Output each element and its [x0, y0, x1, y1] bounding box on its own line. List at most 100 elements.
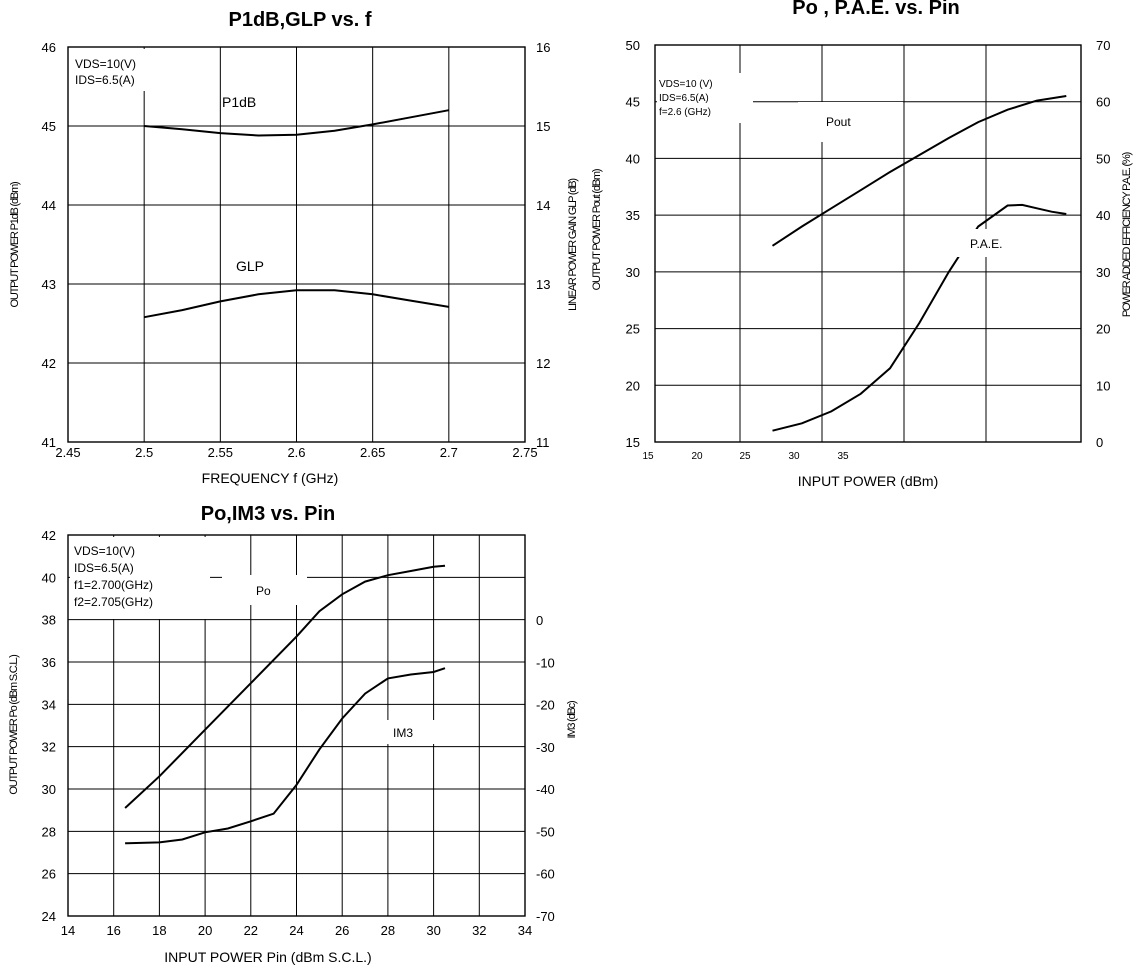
x-tick-label: 30	[426, 923, 440, 938]
y-axis-ticks: 41 42 43 44 45 46	[42, 40, 56, 450]
y-right-tick-label: 13	[536, 277, 550, 292]
y-right-tick-label: 10	[1096, 378, 1110, 393]
y-right-tick-label: 60	[1096, 95, 1110, 110]
note-f2: f2=2.705(GHz)	[74, 595, 153, 609]
y-right-tick-label: 12	[536, 356, 550, 371]
y-right-tick-label: 0	[536, 613, 543, 628]
series-label-p1db: P1dB	[222, 94, 256, 110]
y-tick-label: 30	[626, 265, 640, 280]
chart-p1db-glp: P1dB,GLP vs. f 2.45 2.5 2.55 2.6 2.65 2.7 2.75…	[9, 9, 579, 486]
x-tick-label: 32	[472, 923, 486, 938]
series-label-pout: Pout	[826, 115, 851, 129]
y-right-tick-label: -50	[536, 824, 555, 839]
note-freq: f=2.6 (GHz)	[659, 107, 711, 118]
x-axis-ticks: 15 20 25 30 35	[642, 451, 849, 462]
y-axis-label: OUTPUT POWER Pout (dBm)	[591, 169, 603, 290]
y-right-tick-label: -10	[536, 655, 555, 670]
y-axis-label: OUTPUT POWER P1dB (dBm)	[9, 182, 21, 308]
x-tick-label: 26	[335, 923, 349, 938]
y-tick-label: 28	[42, 824, 56, 839]
label-box	[798, 102, 903, 142]
y-right-tick-label: 14	[536, 198, 550, 213]
y-right-axis-ticks: -70 -60 -50 -40 -30 -20 -10 0	[536, 613, 555, 924]
chart-po-pae: Po , P.A.E. vs. Pin 15 20 25 30 35 15 20 25 30 3…	[591, 0, 1133, 489]
y-tick-label: 32	[42, 740, 56, 755]
y-right-axis-ticks: 0 10 20 30 40 50 60 70	[1096, 38, 1110, 450]
series-lines	[771, 95, 1067, 432]
y-axis-ticks: 24 26 28 30 32 34 36 38 40 42	[42, 528, 56, 924]
x-axis-ticks: 2.45 2.5 2.55 2.6 2.65 2.7 2.75	[55, 445, 537, 460]
y-tick-label: 20	[626, 378, 640, 393]
y-right-tick-label: 16	[536, 40, 550, 55]
x-tick-label: 28	[381, 923, 395, 938]
chart-title: Po,IM3 vs. Pin	[201, 503, 335, 525]
x-tick-label: 2.55	[208, 445, 233, 460]
chart-title: P1dB,GLP vs. f	[228, 9, 371, 31]
y-tick-label: 45	[626, 95, 640, 110]
y-right-tick-label: 70	[1096, 38, 1110, 53]
series-label-pae: P.A.E.	[970, 237, 1002, 251]
x-tick-label: 20	[198, 923, 212, 938]
x-tick-label: 16	[106, 923, 120, 938]
x-tick-label: 2.6	[287, 445, 305, 460]
y-tick-label: 30	[42, 782, 56, 797]
x-tick-label: 25	[739, 451, 751, 462]
notes-box	[657, 73, 753, 123]
note-vds: VDS=10 (V)	[659, 79, 713, 90]
y-right-tick-label: 0	[1096, 435, 1103, 450]
y-tick-label: 38	[42, 613, 56, 628]
y-tick-label: 43	[42, 277, 56, 292]
series-line-pout	[771, 95, 1067, 247]
x-tick-label: 24	[289, 923, 303, 938]
x-tick-label: 35	[837, 451, 849, 462]
y-tick-label: 15	[626, 435, 640, 450]
y-right-tick-label: 20	[1096, 322, 1110, 337]
x-axis-label: INPUT POWER (dBm)	[798, 473, 939, 489]
y-tick-label: 25	[626, 322, 640, 337]
y-right-axis-label: IM3 (dBc)	[566, 701, 578, 738]
plot-frame	[67, 534, 526, 917]
label-box	[365, 720, 435, 744]
y-axis-ticks: 15 20 25 30 35 40 45 50	[626, 38, 640, 450]
y-tick-label: 35	[626, 208, 640, 223]
series-lines	[124, 564, 446, 845]
y-tick-label: 41	[42, 435, 56, 450]
y-right-tick-label: -30	[536, 740, 555, 755]
y-right-tick-label: -40	[536, 782, 555, 797]
y-tick-label: 36	[42, 655, 56, 670]
y-right-axis-label: POWER ADDED EFFICIENCY P.A.E. (%)	[1121, 152, 1133, 317]
y-tick-label: 44	[42, 198, 56, 213]
label-box	[222, 575, 307, 605]
notes-box	[70, 537, 210, 619]
y-tick-label: 50	[626, 38, 640, 53]
grid	[68, 47, 525, 442]
x-tick-label: 2.75	[512, 445, 537, 460]
note-ids: IDS=6.5(A)	[75, 73, 135, 87]
chart-title: Po , P.A.E. vs. Pin	[792, 0, 959, 19]
plot-frame	[67, 46, 526, 443]
x-tick-label: 2.65	[360, 445, 385, 460]
note-vds: VDS=10(V)	[74, 544, 135, 558]
x-tick-label: 20	[691, 451, 703, 462]
x-tick-label: 22	[244, 923, 258, 938]
x-tick-label: 2.7	[440, 445, 458, 460]
x-axis-label: INPUT POWER Pin (dBm S.C.L.)	[164, 949, 371, 965]
series-line-glp	[144, 289, 449, 319]
y-tick-label: 45	[42, 119, 56, 134]
series-label-po: Po	[256, 584, 271, 598]
y-axis-label: OUTPUT POWER Po (dBm S.C.L.)	[8, 655, 20, 795]
y-tick-label: 42	[42, 356, 56, 371]
note-vds: VDS=10(V)	[75, 57, 136, 71]
x-tick-label: 15	[642, 451, 654, 462]
y-right-axis-label: LINEAR POWER GAIN GLP (dB)	[567, 179, 579, 311]
label-box	[924, 229, 1079, 257]
series-label-glp: GLP	[236, 258, 264, 274]
y-right-tick-label: 50	[1096, 151, 1110, 166]
plot-frame	[654, 44, 1082, 443]
y-tick-label: 40	[626, 151, 640, 166]
y-right-tick-label: -60	[536, 867, 555, 882]
y-tick-label: 26	[42, 867, 56, 882]
note-f1: f1=2.700(GHz)	[74, 578, 153, 592]
series-line-pae	[772, 203, 1067, 432]
